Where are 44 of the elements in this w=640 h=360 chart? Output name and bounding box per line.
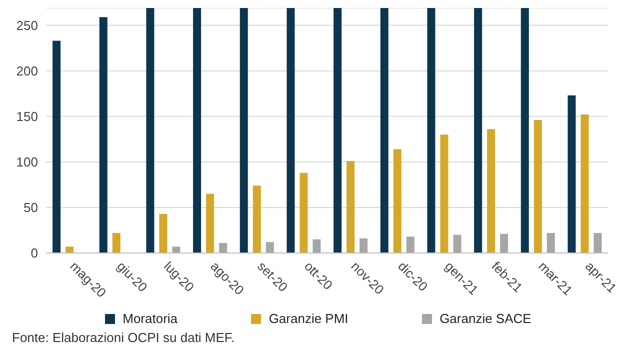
- bar: [568, 95, 576, 253]
- bar: [474, 8, 482, 253]
- bar: [52, 40, 61, 253]
- y-tick-label: 250: [16, 18, 38, 33]
- bar: [453, 234, 462, 253]
- y-tick-label: 100: [16, 154, 38, 170]
- bar: [206, 194, 214, 253]
- bar: [440, 134, 448, 253]
- y-tick-label: 150: [16, 109, 38, 124]
- bar: [286, 8, 295, 253]
- bar: [159, 214, 168, 253]
- bar: [500, 234, 508, 253]
- bar: [580, 114, 589, 253]
- bar: [99, 17, 108, 253]
- bar: [266, 242, 274, 253]
- bar: [380, 8, 388, 253]
- bar: [594, 232, 602, 253]
- legend-label: Moratoria: [122, 311, 178, 326]
- bar: [406, 236, 414, 253]
- bar: [334, 8, 342, 253]
- bar: [112, 232, 120, 253]
- bar: [240, 8, 248, 253]
- bar: [487, 129, 496, 253]
- bar: [534, 120, 542, 253]
- bar: [546, 232, 555, 253]
- y-tick-label: 200: [16, 63, 38, 78]
- bar: [193, 8, 202, 253]
- bar: [520, 8, 529, 253]
- legend-label: Garanzie SACE: [438, 311, 532, 326]
- bar: [146, 8, 154, 253]
- legend-label: Garanzie PMI: [268, 311, 348, 326]
- bar: [252, 186, 261, 253]
- bar: [312, 239, 321, 253]
- bar: [346, 161, 355, 253]
- source-note: Fonte: Elaborazioni OCPI su dati MEF.: [12, 330, 235, 345]
- bar: [172, 246, 180, 253]
- bar: [427, 8, 436, 253]
- bar: [393, 149, 402, 253]
- bar: [219, 242, 228, 253]
- bar: [300, 172, 308, 253]
- bar: [66, 246, 74, 253]
- y-tick-label: 0: [30, 246, 38, 261]
- bar: [360, 238, 368, 253]
- y-tick-label: 50: [24, 200, 38, 216]
